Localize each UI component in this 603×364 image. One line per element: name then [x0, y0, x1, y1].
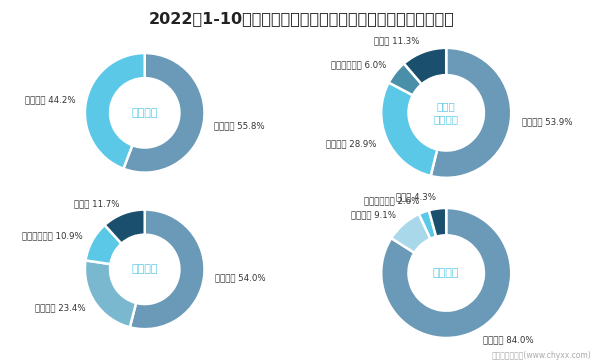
Wedge shape: [130, 210, 204, 329]
Wedge shape: [429, 208, 446, 237]
Text: 办公楼 11.7%: 办公楼 11.7%: [74, 199, 119, 208]
Wedge shape: [404, 48, 446, 84]
Text: 办公楼 4.3%: 办公楼 4.3%: [396, 193, 436, 202]
Text: 商品住宅 54.0%: 商品住宅 54.0%: [215, 274, 265, 283]
Text: 其他用房 23.4%: 其他用房 23.4%: [35, 304, 86, 313]
Text: 制图：智研咨询(www.chyxx.com): 制图：智研咨询(www.chyxx.com): [491, 351, 591, 360]
Wedge shape: [381, 208, 511, 338]
Text: 其他用房 28.9%: 其他用房 28.9%: [326, 140, 376, 149]
Text: 商业营业用房 2.6%: 商业营业用房 2.6%: [364, 197, 420, 206]
Text: 商品住宅 84.0%: 商品住宅 84.0%: [483, 336, 534, 345]
Text: 竣工面积: 竣工面积: [131, 264, 158, 274]
Text: 其他用房 9.1%: 其他用房 9.1%: [351, 211, 396, 220]
Wedge shape: [419, 210, 436, 239]
Wedge shape: [389, 63, 421, 95]
Text: 商品住宅 53.9%: 商品住宅 53.9%: [522, 118, 573, 127]
Text: 商业营业用房 6.0%: 商业营业用房 6.0%: [331, 60, 387, 70]
Wedge shape: [124, 53, 204, 173]
Text: 销售面积: 销售面积: [433, 268, 459, 278]
Text: 2022年1-10月上海市商品房投资、施工、竣工、销售分类占比: 2022年1-10月上海市商品房投资、施工、竣工、销售分类占比: [148, 11, 455, 26]
Wedge shape: [381, 83, 437, 176]
Wedge shape: [104, 210, 145, 244]
Text: 办公楼 11.3%: 办公楼 11.3%: [374, 36, 420, 46]
Wedge shape: [391, 214, 431, 253]
Wedge shape: [85, 260, 136, 327]
Wedge shape: [86, 225, 121, 264]
Wedge shape: [85, 53, 145, 169]
Text: 商品住宅 55.8%: 商品住宅 55.8%: [214, 121, 265, 130]
Wedge shape: [431, 48, 511, 178]
Text: 投资金额: 投资金额: [131, 108, 158, 118]
Text: 商业营业用房 10.9%: 商业营业用房 10.9%: [22, 232, 83, 241]
Text: 其他用房 44.2%: 其他用房 44.2%: [25, 96, 75, 104]
Text: 新开工
施工面积: 新开工 施工面积: [434, 101, 459, 124]
